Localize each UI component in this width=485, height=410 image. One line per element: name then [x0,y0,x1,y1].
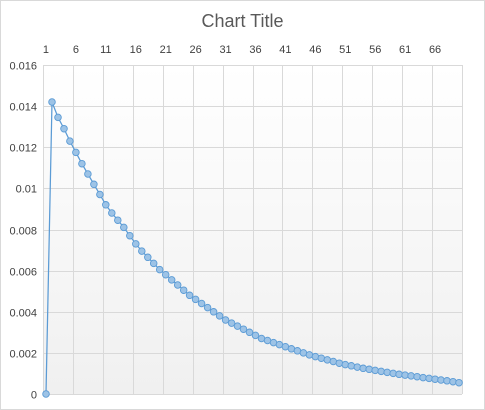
x-tick-label: 66 [429,44,441,56]
data-point [108,209,116,217]
data-point [449,377,457,386]
data-point [239,325,248,333]
data-point [401,371,409,379]
data-point [245,328,254,337]
data-point [191,295,200,304]
data-point [227,319,236,327]
data-point [353,363,362,371]
data-point [221,316,230,324]
data-point [161,270,170,279]
data-point [179,286,188,294]
data-point [335,359,344,367]
gridlines [43,65,463,395]
x-tick-label: 61 [399,44,411,56]
data-point [443,377,451,385]
data-point [203,303,212,312]
data-point [66,137,74,145]
data-point [209,308,218,316]
data-point [341,360,350,369]
plot-background [43,65,462,394]
chart-title: Chart Title [201,11,284,31]
data-point [120,223,128,232]
x-tick-label: 6 [73,44,79,56]
data-point [185,291,194,300]
data-point [126,231,134,240]
data-point [72,148,80,157]
data-point [425,374,433,383]
x-tick-label: 51 [339,44,351,56]
y-tick-label: 0.004 [9,308,37,320]
data-point [413,372,421,381]
x-tick-label: 36 [249,44,261,56]
data-point [173,281,182,289]
y-tick-label: 0.006 [9,267,37,279]
y-axis-ticks: 0 0.002 0.004 0.006 0.008 0.01 0.012 0.014 0.016 [9,61,37,402]
x-tick-label: 41 [279,44,291,56]
y-tick-label: 0.012 [9,143,37,155]
data-point [54,113,62,122]
x-tick-label: 16 [130,44,142,56]
data-point [395,370,403,379]
data-point [48,98,56,106]
x-tick-label: 31 [219,44,231,56]
data-point [90,180,98,189]
data-point [359,364,367,373]
data-point [437,376,445,384]
data-point [138,247,146,255]
data-point [383,368,391,377]
x-tick-label: 56 [369,44,381,56]
data-point [215,312,224,320]
data-point [42,390,50,398]
data-point [60,124,68,133]
data-point [419,373,427,382]
x-tick-label: 11 [100,44,111,56]
y-tick-label: 0 [31,390,37,402]
x-axis-ticks: 1 6 11 16 21 26 31 36 41 46 51 56 61 66 [43,44,441,56]
y-tick-label: 0.01 [16,184,37,196]
y-tick-label: 0.014 [9,102,37,114]
x-tick-label: 46 [309,44,321,56]
data-point [96,190,104,199]
series-1 [42,98,463,398]
data-point [371,366,379,375]
data-point [132,240,140,248]
data-point [167,276,176,284]
y-tick-label: 0.008 [9,226,37,238]
data-point [149,259,158,268]
data-point [455,378,463,387]
y-tick-label: 0.016 [9,61,37,73]
data-point [323,356,332,364]
data-point [233,322,242,330]
data-point [377,367,385,376]
data-point [155,265,164,274]
data-point [407,372,415,380]
y-tick-label: 0.002 [9,349,37,361]
data-point [197,299,206,308]
x-tick-label: 1 [43,44,49,56]
x-tick-label: 26 [190,44,202,56]
data-point [114,216,122,224]
data-point [144,253,152,262]
data-point [84,170,92,178]
x-tick-label: 21 [160,44,172,56]
data-point [251,331,260,340]
data-point [347,362,356,370]
data-point [365,365,373,374]
data-point [102,201,110,209]
data-point [78,159,86,168]
